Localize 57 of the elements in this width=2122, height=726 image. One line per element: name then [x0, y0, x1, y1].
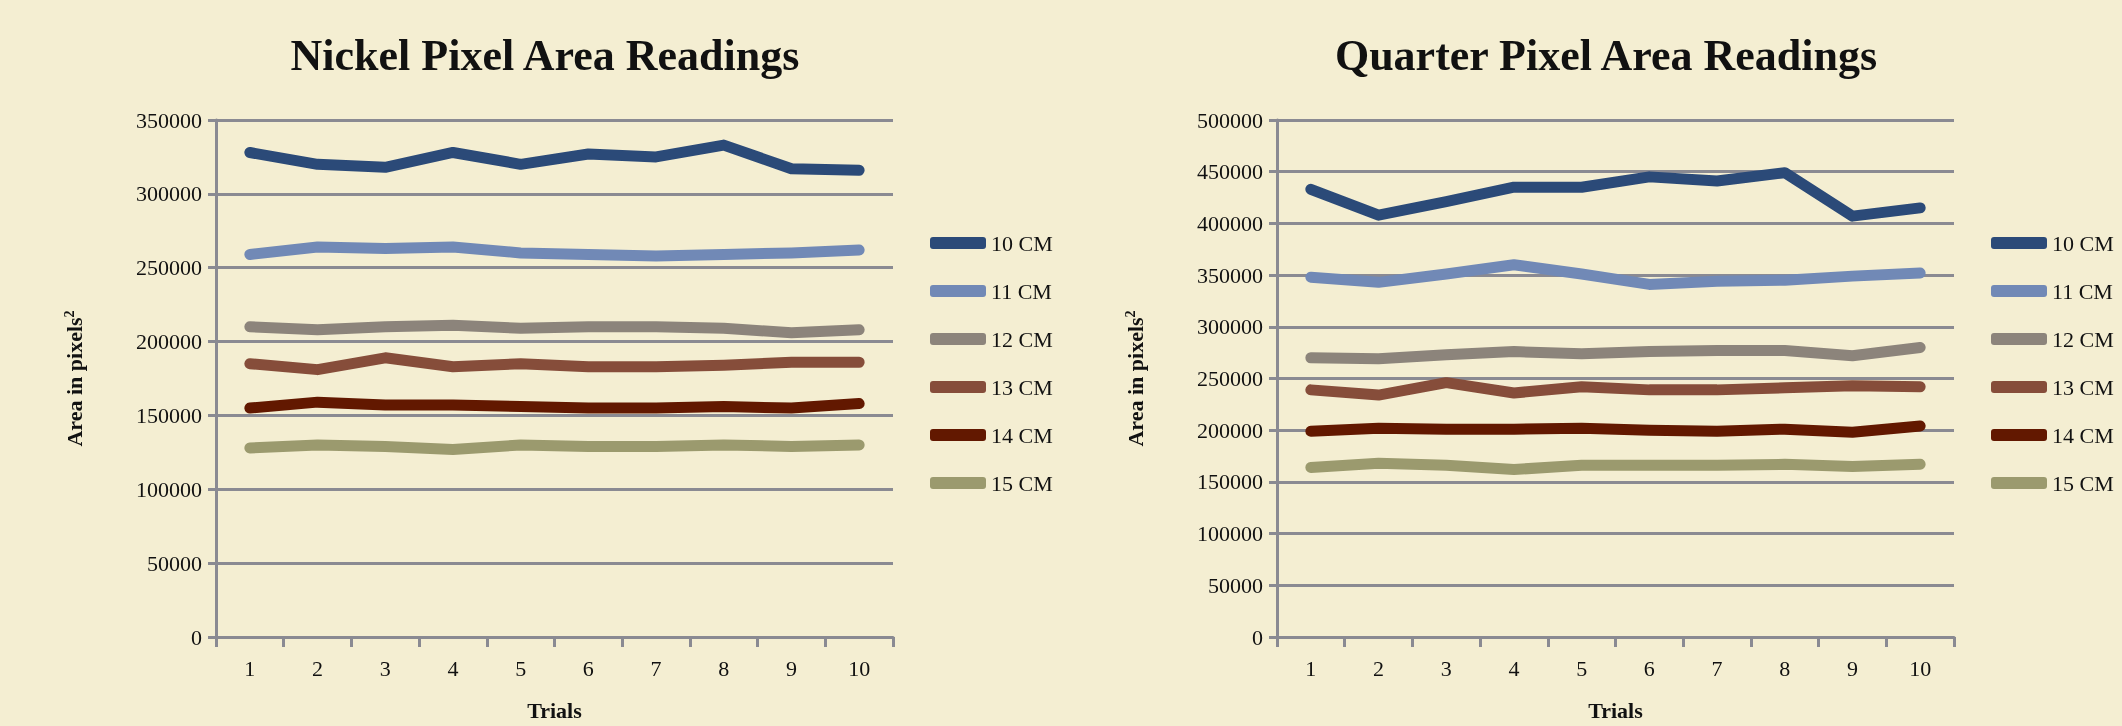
- y-tick-label: 100000: [1197, 521, 1263, 547]
- y-tick-label: 400000: [1197, 210, 1263, 236]
- x-tick-label: 7: [650, 655, 662, 681]
- x-tick-label: 4: [447, 655, 459, 681]
- y-tick-label: 200000: [136, 329, 202, 355]
- y-tick-label: 50000: [1208, 572, 1263, 598]
- x-tick-label: 5: [515, 655, 527, 681]
- x-tick-label: 6: [1643, 655, 1655, 681]
- y-tick-label: 50000: [147, 550, 202, 576]
- chart-title: Quarter Pixel Area Readings: [1334, 30, 1878, 80]
- legend-label: 13 CM: [991, 374, 1053, 400]
- legend-label: 12 CM: [991, 326, 1053, 352]
- x-tick-label: 8: [1779, 655, 1791, 681]
- x-tick-label: 6: [582, 655, 594, 681]
- legend-label: 15 CM: [2052, 470, 2114, 496]
- y-tick-label: 500000: [1197, 107, 1263, 133]
- legend-label: 14 CM: [2052, 422, 2114, 448]
- legend-label: 13 CM: [2052, 374, 2114, 400]
- x-tick-label: 7: [1711, 655, 1723, 681]
- y-tick-label: 100000: [136, 476, 202, 502]
- y-axis-title: Area in pixels2: [61, 310, 87, 447]
- x-tick-label: 8: [718, 655, 730, 681]
- x-tick-label: 5: [1576, 655, 1588, 681]
- legend-label: 15 CM: [991, 470, 1053, 496]
- y-tick-label: 350000: [136, 107, 202, 133]
- y-tick-label: 250000: [136, 255, 202, 281]
- legend-label: 10 CM: [2052, 230, 2114, 256]
- y-tick-label: 300000: [136, 181, 202, 207]
- x-axis-title: Trials: [1588, 697, 1644, 723]
- x-tick-label: 1: [244, 655, 256, 681]
- y-tick-label: 250000: [1197, 366, 1263, 391]
- chart-title: Nickel Pixel Area Readings: [290, 30, 800, 80]
- legend-label: 10 CM: [991, 230, 1053, 256]
- x-tick-label: 3: [1440, 655, 1452, 681]
- y-tick-label: 200000: [1197, 417, 1263, 443]
- legend-label: 12 CM: [2052, 326, 2114, 352]
- y-tick-label: 0: [1252, 624, 1263, 650]
- x-tick-label: 4: [1508, 655, 1520, 681]
- x-axis-title: Trials: [527, 697, 583, 723]
- y-tick-label: 0: [191, 624, 202, 650]
- y-tick-label: 350000: [1197, 262, 1263, 288]
- y-tick-label: 450000: [1197, 159, 1263, 185]
- x-tick-label: 1: [1305, 655, 1317, 681]
- x-tick-label: 3: [379, 655, 391, 681]
- x-tick-label: 10: [1909, 655, 1932, 681]
- y-tick-label: 150000: [1197, 469, 1263, 495]
- y-tick-label: 150000: [136, 402, 202, 428]
- y-axis-title: Area in pixels2: [1122, 310, 1148, 447]
- legend-label: 11 CM: [2052, 278, 2113, 304]
- y-tick-label: 300000: [1197, 314, 1263, 340]
- x-tick-label: 2: [312, 655, 324, 681]
- x-tick-label: 9: [785, 655, 797, 681]
- legend-label: 14 CM: [991, 422, 1053, 448]
- x-tick-label: 10: [848, 655, 871, 681]
- x-tick-label: 2: [1373, 655, 1385, 681]
- legend-label: 11 CM: [991, 278, 1052, 304]
- x-tick-label: 9: [1846, 655, 1858, 681]
